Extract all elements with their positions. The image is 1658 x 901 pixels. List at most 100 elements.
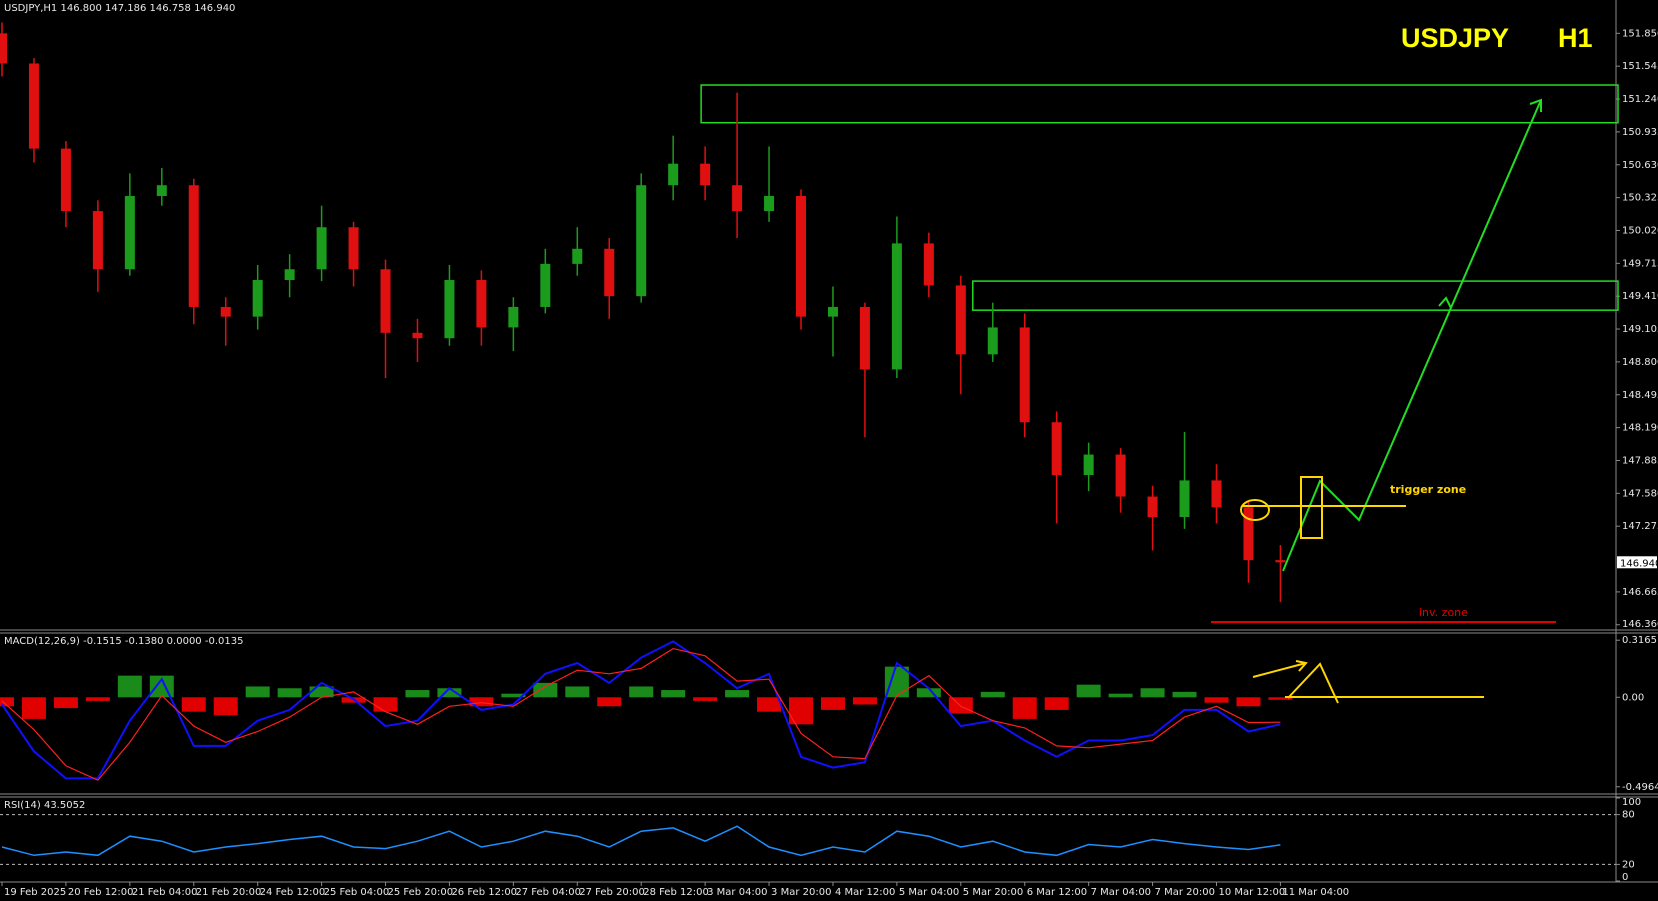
histogram-bar xyxy=(597,697,622,707)
candle-body xyxy=(28,63,39,149)
candle-body xyxy=(732,185,743,212)
histogram-bar xyxy=(21,697,46,719)
histogram-bar xyxy=(1140,688,1165,698)
candle-body xyxy=(1083,454,1094,476)
y-tick-label: 147.580 xyxy=(1622,488,1658,499)
histogram-bar xyxy=(980,691,1005,698)
candle-body xyxy=(284,269,295,281)
candle-body xyxy=(444,280,455,339)
histogram-bar xyxy=(1108,693,1133,698)
candle-body xyxy=(508,306,519,328)
candle-body xyxy=(604,248,615,297)
histogram-bar xyxy=(820,697,845,710)
histogram-bar xyxy=(213,697,238,716)
histogram-bar xyxy=(948,697,973,714)
annotation-text: trigger zone xyxy=(1390,483,1466,496)
annotation-text: inv. zone xyxy=(1419,606,1468,619)
x-tick-label: 5 Mar 20:00 xyxy=(963,887,1023,898)
candle-body xyxy=(572,248,583,264)
x-tick-label: 7 Mar 20:00 xyxy=(1155,887,1215,898)
histogram-bar xyxy=(533,682,558,698)
candle-body xyxy=(188,185,199,307)
histogram-bar xyxy=(661,690,686,698)
histogram-bar xyxy=(181,697,206,712)
x-tick-label: 25 Feb 20:00 xyxy=(388,887,454,898)
candle-body xyxy=(1275,560,1286,563)
arrow-head xyxy=(1438,296,1452,309)
candle-body xyxy=(124,195,135,270)
y-tick-label: 149.410 xyxy=(1622,291,1658,302)
histogram-bar xyxy=(309,686,334,698)
candle-body xyxy=(220,306,231,317)
candle-body xyxy=(764,195,775,212)
arrow-head xyxy=(1529,98,1542,112)
macd-line xyxy=(1,647,1281,781)
candle-body xyxy=(1115,454,1126,497)
candle-body xyxy=(636,185,647,297)
histogram-bar xyxy=(405,690,430,698)
histogram-bar xyxy=(629,686,654,698)
candle-body xyxy=(891,243,902,370)
y-tick-label: 148.495 xyxy=(1622,390,1658,401)
histogram-bar xyxy=(469,697,494,707)
x-tick-label: 20 Feb 12:00 xyxy=(68,887,134,898)
candle-body xyxy=(476,280,487,328)
candle-body xyxy=(1051,422,1062,476)
histogram-bar xyxy=(565,686,590,698)
y-tick-label: 0.3165 xyxy=(1622,635,1657,646)
histogram-bar xyxy=(1204,697,1229,703)
x-tick-label: 10 Mar 12:00 xyxy=(1218,887,1285,898)
candle-body xyxy=(156,185,167,196)
histogram-bar xyxy=(693,697,718,701)
timeframe-label: H1 xyxy=(1558,23,1593,53)
histogram-bar xyxy=(884,666,909,698)
x-tick-label: 27 Feb 04:00 xyxy=(515,887,581,898)
macd-arrow xyxy=(1252,662,1307,678)
histogram-bar xyxy=(757,697,782,712)
candle-body xyxy=(412,332,423,339)
histogram-bar xyxy=(1044,697,1069,710)
y-tick-label: 148.190 xyxy=(1622,423,1658,434)
x-tick-label: 11 Mar 04:00 xyxy=(1282,887,1349,898)
candle-body xyxy=(1147,496,1158,518)
y-tick-label: 80 xyxy=(1622,810,1635,821)
x-tick-label: 24 Feb 12:00 xyxy=(260,887,326,898)
histogram-bar xyxy=(0,697,14,707)
histogram-bar xyxy=(85,697,110,701)
histogram-bar xyxy=(852,697,877,705)
candle-body xyxy=(316,227,327,270)
panel-title: USDJPY,H1 146.800 147.186 146.758 146.94… xyxy=(4,3,235,14)
y-tick-label: 20 xyxy=(1622,859,1635,870)
y-tick-label: 150.325 xyxy=(1622,193,1658,204)
panel-title: RSI(14) 43.5052 xyxy=(4,800,85,811)
y-tick-label: 146.360 xyxy=(1622,619,1658,630)
y-tick-label: 150.630 xyxy=(1622,160,1658,171)
y-tick-label: 150.935 xyxy=(1622,127,1658,138)
x-tick-label: 4 Mar 12:00 xyxy=(835,887,895,898)
candle-body xyxy=(987,327,998,355)
y-tick-label: 147.885 xyxy=(1622,455,1658,466)
histogram-bar xyxy=(277,688,302,698)
x-tick-label: 28 Feb 12:00 xyxy=(643,887,709,898)
x-tick-label: 21 Feb 20:00 xyxy=(196,887,262,898)
histogram-bar xyxy=(1012,697,1037,719)
histogram-bar xyxy=(373,697,398,712)
histogram-bar xyxy=(916,688,941,698)
histogram-bar xyxy=(725,690,750,698)
y-tick-label: 146.665 xyxy=(1622,587,1658,598)
y-tick-label: 151.850 xyxy=(1622,28,1658,39)
x-tick-label: 25 Feb 04:00 xyxy=(324,887,390,898)
x-tick-label: 3 Mar 04:00 xyxy=(707,887,767,898)
last-price-label: 146.940 xyxy=(1620,558,1658,569)
candle-body xyxy=(60,148,71,212)
macd-line xyxy=(1,640,1281,780)
candle-body xyxy=(252,280,263,317)
plot-area: 151.850 151.545 151.240 150.935 150.630 150.3… xyxy=(0,3,1658,898)
candle-body xyxy=(668,163,679,186)
y-tick-label: 149.105 xyxy=(1622,324,1658,335)
candle-body xyxy=(1243,507,1254,561)
arrow-head xyxy=(1295,660,1308,672)
symbol-label: USDJPY xyxy=(1401,23,1509,53)
